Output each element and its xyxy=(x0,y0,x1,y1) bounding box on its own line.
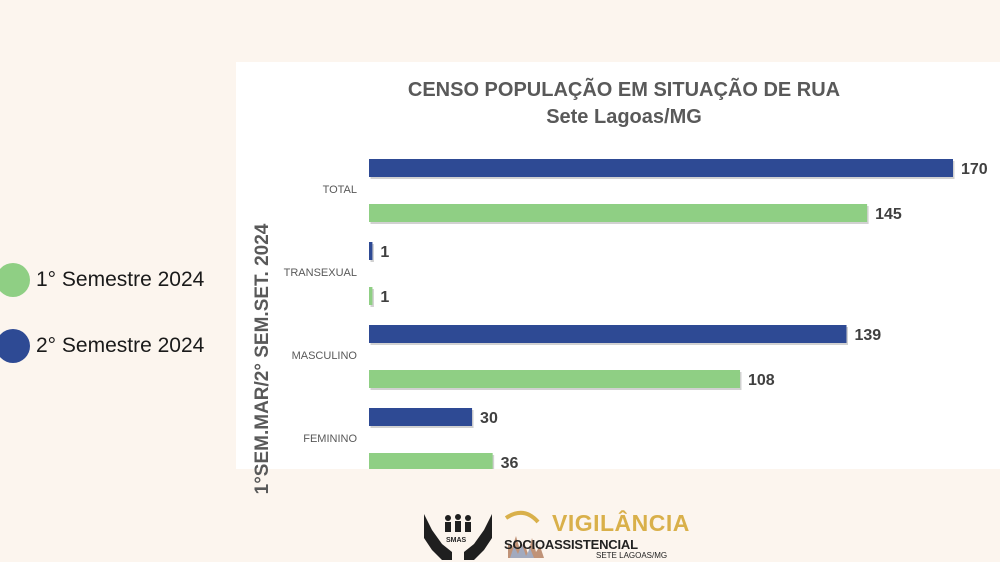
data-label-transexual-series-1: 1 xyxy=(380,244,389,261)
bar-feminino-series-2 xyxy=(369,453,493,469)
vigilancia-title: VIGILÂNCIA xyxy=(552,510,690,536)
smas-label: SMAS xyxy=(446,537,467,544)
category-label-transexual: TRANSEXUAL xyxy=(284,267,357,279)
chart-panel: CENSO POPULAÇÃO EM SITUAÇÃO DE RUA Sete … xyxy=(236,62,1000,494)
data-label-feminino-series-2: 36 xyxy=(501,455,519,469)
category-label-feminino: FEMININO xyxy=(303,433,357,445)
footer-logos: SMAS VIGILÂNCIA SOCIOASSISTENCIAL SETE L… xyxy=(418,508,689,562)
data-label-total-series-2: 145 xyxy=(875,206,902,223)
data-label-masculino-series-1: 139 xyxy=(855,327,882,344)
data-label-masculino-series-2: 108 xyxy=(748,372,775,389)
legend-item-2-semestre: 2° Semestre 2024 xyxy=(0,328,204,364)
bar-transexual-series-1 xyxy=(369,242,373,260)
vigilancia-subtitle: SOCIOASSISTENCIAL xyxy=(504,537,638,552)
legend-item-1-semestre: 1° Semestre 2024 xyxy=(0,262,204,298)
legend-label: 1° Semestre 2024 xyxy=(36,268,205,291)
chart-subtitle: Sete Lagoas/MG xyxy=(546,106,702,128)
bar-transexual-series-2 xyxy=(369,287,373,305)
vigilancia-logo: VIGILÂNCIA SOCIOASSISTENCIAL SETE LAGOAS… xyxy=(504,508,689,562)
chart-title: CENSO POPULAÇÃO EM SITUAÇÃO DE RUA xyxy=(407,79,841,101)
data-label-transexual-series-2: 1 xyxy=(380,289,389,306)
category-label-masculino: MASCULINO xyxy=(292,350,358,362)
legend-swatch-blue xyxy=(0,329,30,363)
data-label-feminino-series-1: 30 xyxy=(480,410,498,427)
category-label-total: TOTAL xyxy=(323,184,357,196)
data-label-total-series-1: 170 xyxy=(961,161,988,178)
legend-swatch-green xyxy=(0,263,30,297)
vigilancia-emblem xyxy=(504,510,544,558)
bar-total-series-2 xyxy=(369,204,868,222)
bar-total-series-1 xyxy=(369,159,953,177)
legend-label: 2° Semestre 2024 xyxy=(36,334,205,357)
bar-feminino-series-1 xyxy=(369,408,473,426)
bar-masculino-series-1 xyxy=(369,325,847,343)
vigilancia-place: SETE LAGOAS/MG xyxy=(596,551,668,560)
smas-logo xyxy=(424,514,492,560)
bar-chart-plot: TOTAL 170 145 TRANSEXUAL 1 1 MASCULINO 139 108 FE… xyxy=(284,159,988,469)
bar-masculino-series-2 xyxy=(369,370,741,388)
